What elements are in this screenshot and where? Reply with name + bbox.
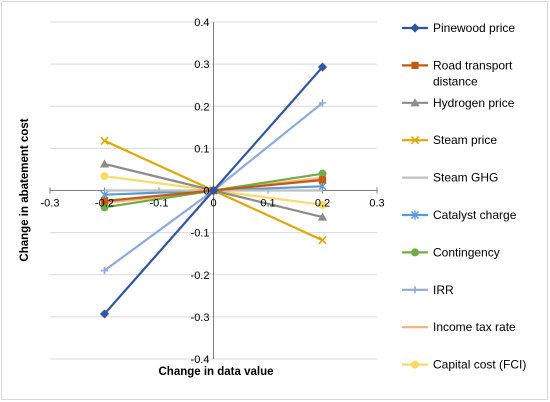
series-0	[99, 62, 328, 319]
legend-label: Hydrogen price	[433, 96, 515, 110]
legend-item: Pinewood price	[402, 21, 515, 35]
legend-item: Steam GHG	[402, 171, 498, 185]
legend: Pinewood price Road transport distance Hydr…	[402, 21, 526, 372]
legend-item: Income tax rate	[402, 320, 516, 334]
legend-label: Capital cost (FCI)	[433, 358, 526, 372]
legend-item: Hydrogen price	[402, 96, 515, 110]
data-point	[317, 212, 328, 221]
y-tick-label: -0.4	[191, 354, 210, 366]
legend-label: IRR	[433, 283, 454, 297]
x-tick-label: -0.2	[95, 198, 114, 210]
x-tick-label: 0.2	[315, 198, 330, 210]
y-tick-label: -0.3	[191, 312, 210, 324]
data-point	[318, 236, 327, 245]
legend-label: Catalyst charge	[433, 208, 517, 222]
y-tick-label: 0.1	[194, 143, 209, 155]
x-tick-label: 0.3	[369, 198, 384, 210]
legend-marker	[411, 61, 419, 69]
data-point	[317, 62, 328, 72]
legend-label: Steam GHG	[433, 171, 498, 185]
y-tick-label: -0.1	[191, 228, 210, 240]
y-axis-title: Change in abatement cost	[19, 118, 31, 261]
series-group	[99, 62, 328, 319]
legend-label-cont: distance	[433, 74, 478, 88]
legend-marker	[411, 360, 419, 369]
legend-item: Catalyst charge	[402, 208, 517, 222]
legend-marker	[410, 98, 420, 107]
y-tick-label: -0.2	[191, 270, 210, 282]
legend-label: Road transport	[433, 58, 513, 72]
legend-marker	[410, 23, 420, 33]
legend-label: Income tax rate	[433, 320, 516, 334]
data-point	[318, 176, 327, 184]
data-point	[100, 203, 109, 212]
legend-item: Road transport distance	[402, 58, 513, 88]
legend-label: Steam price	[433, 133, 497, 147]
y-tick-label: 0	[203, 186, 209, 198]
data-point	[318, 169, 327, 178]
data-point	[100, 266, 109, 275]
tick-labels: 0.4 0.3 0.2 0.1 0 -0.1 -0.2 -0.3 -0.4 -0.3 -0.2 -0.…	[41, 17, 385, 366]
data-point	[208, 185, 219, 196]
data-point	[100, 172, 109, 181]
y-tick-label: 0.4	[194, 17, 209, 29]
x-tick-label: 0.1	[260, 198, 275, 210]
y-tick-label: 0.3	[194, 59, 209, 71]
data-point	[100, 197, 109, 205]
legend-label: Contingency	[433, 245, 500, 259]
legend-item: IRR	[402, 283, 454, 297]
legend-item: Contingency	[402, 245, 500, 259]
legend-label: Pinewood price	[433, 21, 515, 35]
x-tick-label: -0.1	[150, 198, 169, 210]
data-point	[99, 159, 110, 168]
data-point	[318, 200, 327, 209]
legend-marker	[410, 136, 420, 145]
legend-item: Steam price	[402, 133, 497, 147]
data-point	[318, 99, 327, 107]
legend-marker	[411, 286, 419, 294]
x-tick-label: 0	[210, 198, 216, 210]
data-point	[99, 309, 110, 319]
x-axis-title: Change in data value	[158, 366, 273, 378]
legend-marker	[411, 248, 419, 257]
x-tick-label: -0.3	[41, 198, 60, 210]
legend-item: Capital cost (FCI)	[402, 358, 526, 372]
legend-marker	[410, 210, 420, 220]
data-point	[100, 136, 109, 145]
y-tick-label: 0.2	[194, 101, 209, 113]
